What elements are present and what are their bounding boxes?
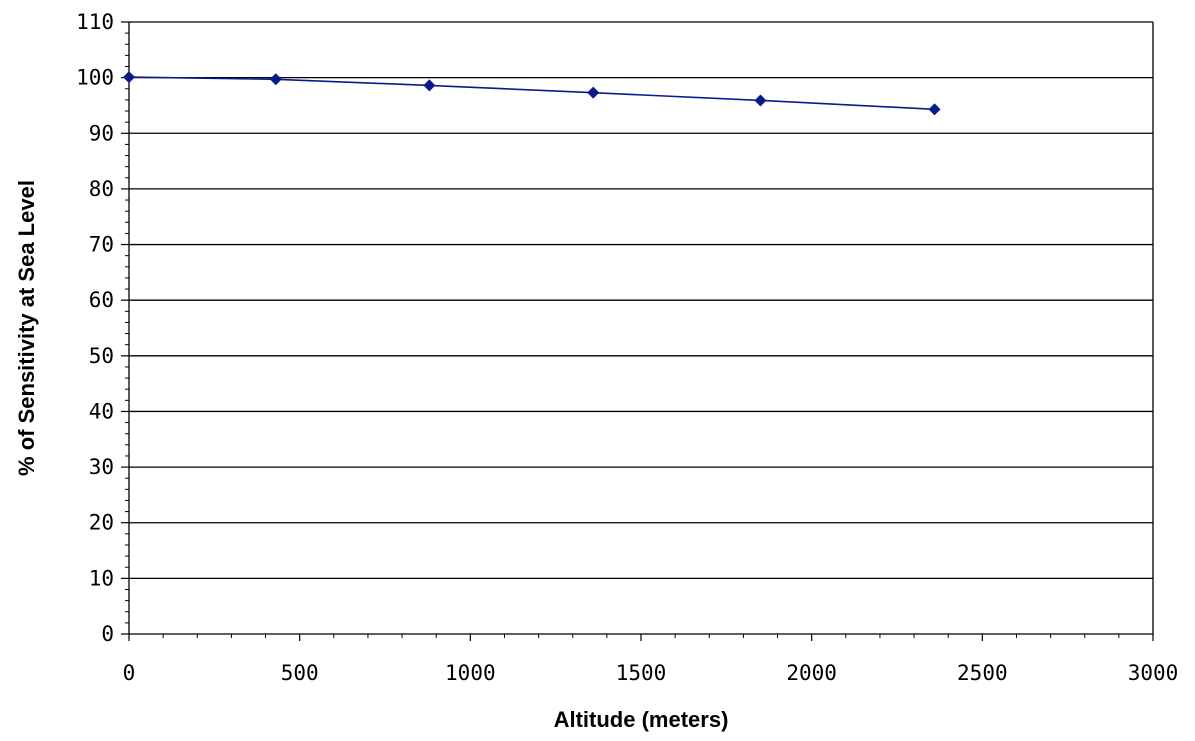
- x-tick-label: 2000: [786, 661, 837, 685]
- y-tick-label: 100: [76, 66, 114, 90]
- y-tick-label: 60: [89, 288, 114, 312]
- y-tick-label: 20: [89, 511, 114, 535]
- x-tick-label: 1000: [445, 661, 496, 685]
- data-point-marker: [423, 79, 436, 92]
- minor-ticks: [125, 32, 1120, 638]
- tick-labels: 0 10 20 30 40 50 60 70 80 90 100 110 0 500 1000 1500 200…: [76, 10, 1178, 685]
- data-point-marker: [123, 71, 135, 84]
- series-line: [128, 76, 935, 111]
- x-tick-label: 0: [123, 661, 136, 685]
- x-axis-title: Altitude (meters): [554, 707, 729, 732]
- axes: [121, 21, 1154, 641]
- y-tick-label: 50: [89, 344, 114, 368]
- y-tick-label: 0: [101, 622, 114, 646]
- gridlines: [129, 21, 1153, 580]
- y-tick-label: 40: [89, 399, 114, 423]
- x-tick-label: 2500: [957, 661, 1008, 685]
- y-axis-title: % of Sensitivity at Sea Level: [14, 180, 39, 476]
- x-tick-label: 3000: [1128, 661, 1179, 685]
- data-point-marker: [269, 73, 282, 86]
- data-point-marker: [754, 94, 767, 107]
- x-tick-label: 1500: [616, 661, 667, 685]
- y-tick-label: 30: [89, 455, 114, 479]
- y-tick-label: 80: [89, 177, 114, 201]
- series: [123, 71, 941, 116]
- data-point-marker: [928, 103, 941, 116]
- y-tick-label: 110: [76, 10, 114, 34]
- x-tick-label: 500: [281, 661, 319, 685]
- y-tick-label: 10: [89, 566, 114, 590]
- y-tick-label: 90: [89, 121, 114, 145]
- y-tick-label: 70: [89, 233, 114, 257]
- data-point-marker: [587, 86, 600, 99]
